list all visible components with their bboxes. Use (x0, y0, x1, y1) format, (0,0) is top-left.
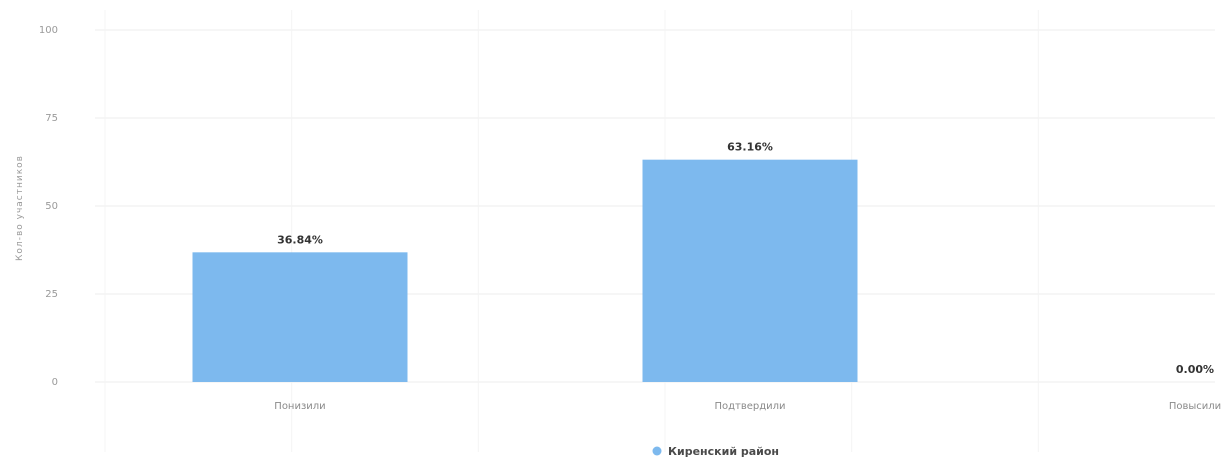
legend-label: Киренский район (668, 445, 779, 458)
x-category-label: Повысили (1169, 401, 1221, 412)
bar-2[interactable] (642, 159, 858, 382)
y-tick-label: 50 (45, 201, 58, 212)
y-tick-label: 75 (45, 113, 58, 124)
bar-value-label: 36.84% (277, 233, 323, 246)
x-category-label: Подтвердили (714, 401, 785, 412)
y-tick-label: 0 (52, 377, 58, 388)
legend-marker (652, 446, 662, 456)
y-tick-label: 25 (45, 289, 58, 300)
legend[interactable]: Киренский район (652, 445, 780, 458)
y-tick-label: 100 (39, 25, 58, 36)
y-axis-ticks: 0 25 50 75 100 (39, 25, 58, 388)
bar-value-label: 0.00% (1176, 363, 1214, 376)
bar-1[interactable] (192, 252, 408, 382)
bar-value-label: 63.16% (727, 141, 773, 154)
y-axis-title: Кол-во участников (15, 155, 25, 261)
bar-series: 36.84% Понизили 63.16% Подтвердили 0.00% Повы… (192, 141, 1221, 412)
x-category-label: Понизили (274, 401, 325, 412)
